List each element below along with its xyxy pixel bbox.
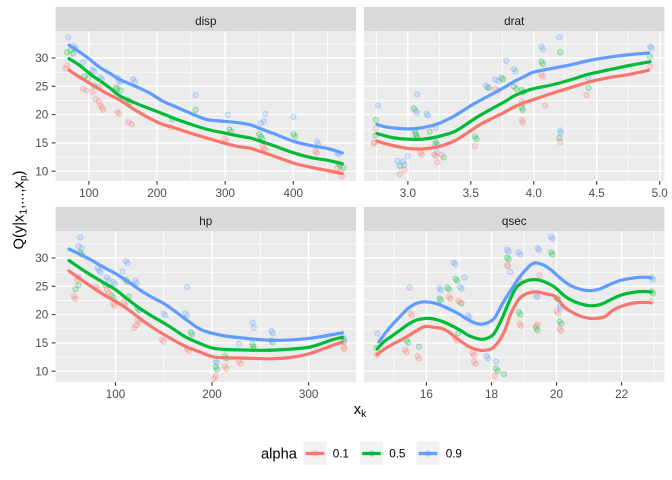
svg-text:300: 300	[299, 388, 319, 401]
svg-text:25: 25	[35, 80, 49, 93]
svg-text:100: 100	[79, 187, 99, 200]
svg-text:10: 10	[35, 365, 49, 378]
svg-text:0.9: 0.9	[446, 448, 462, 461]
svg-text:3.5: 3.5	[463, 187, 480, 200]
svg-text:300: 300	[215, 187, 235, 200]
svg-text:0.1: 0.1	[333, 448, 349, 461]
svg-text:5.0: 5.0	[652, 187, 669, 200]
svg-text:4.0: 4.0	[526, 187, 543, 200]
svg-text:drat: drat	[504, 15, 525, 28]
svg-text:qsec: qsec	[502, 215, 527, 228]
svg-text:10: 10	[35, 165, 49, 178]
svg-text:0.5: 0.5	[389, 448, 406, 461]
svg-text:25: 25	[35, 280, 49, 293]
svg-text:hp: hp	[199, 215, 213, 228]
svg-text:disp: disp	[195, 15, 217, 28]
svg-text:Q(y|x1,...,xp): Q(y|x1,...,xp)	[12, 171, 30, 250]
svg-text:15: 15	[35, 337, 49, 350]
svg-text:200: 200	[147, 187, 167, 200]
svg-text:20: 20	[550, 388, 564, 401]
svg-text:30: 30	[35, 52, 49, 65]
svg-text:18: 18	[485, 388, 498, 401]
svg-text:20: 20	[35, 309, 49, 322]
svg-text:16: 16	[420, 388, 433, 401]
svg-text:4.5: 4.5	[589, 187, 606, 200]
svg-text:3.0: 3.0	[400, 187, 417, 200]
svg-text:20: 20	[35, 109, 49, 122]
svg-text:alpha: alpha	[261, 447, 298, 463]
svg-text:22: 22	[615, 388, 628, 401]
svg-text:100: 100	[106, 388, 126, 401]
svg-text:15: 15	[35, 137, 49, 150]
svg-text:30: 30	[35, 252, 49, 265]
svg-text:400: 400	[284, 187, 304, 200]
svg-text:200: 200	[202, 388, 222, 401]
